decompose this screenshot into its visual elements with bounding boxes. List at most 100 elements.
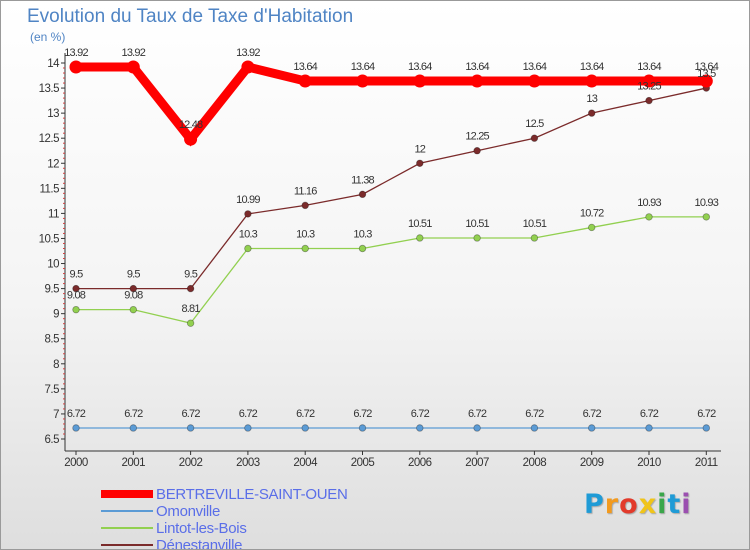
y-tick-label: 11	[48, 208, 59, 220]
data-label: 13.64	[637, 61, 661, 73]
data-point	[702, 424, 710, 432]
data-point	[645, 213, 653, 221]
data-point	[298, 74, 312, 88]
data-point	[645, 424, 653, 432]
legend-swatch	[101, 527, 153, 529]
data-label: 6.72	[583, 408, 602, 420]
data-point	[186, 424, 195, 432]
logo-letter: i	[681, 489, 692, 520]
data-label: 10.3	[296, 228, 315, 240]
y-tick-label: 14	[47, 58, 60, 70]
data-point	[241, 60, 255, 74]
data-point	[702, 213, 710, 221]
data-point	[301, 201, 309, 210]
data-label: 13.64	[408, 61, 432, 73]
data-label: 12.48	[179, 119, 203, 131]
data-point	[588, 109, 596, 117]
y-tick-label: 6.5	[45, 434, 60, 446]
data-point	[244, 424, 252, 432]
data-label: 13.64	[695, 61, 719, 73]
data-point	[72, 424, 80, 432]
x-tick-label: 2008	[523, 457, 547, 469]
logo-letter: i	[657, 489, 668, 520]
series-line	[76, 216, 707, 324]
legend-item: BERTREVILLE-SAINT-OUEN	[101, 486, 431, 503]
y-tick-label: 12	[47, 158, 59, 170]
data-point	[358, 244, 367, 253]
data-point	[244, 210, 252, 218]
legend-item: Dénestanville	[101, 537, 431, 550]
data-label: 8.81	[181, 303, 200, 315]
data-point	[416, 424, 424, 432]
data-label: 6.72	[239, 408, 258, 420]
data-point	[416, 234, 424, 242]
y-tick-label: 13.5	[39, 83, 59, 95]
data-point	[69, 60, 83, 74]
data-label: 10.3	[353, 228, 372, 240]
legend-label: Dénestanville	[156, 537, 243, 550]
legend-swatch	[101, 490, 153, 498]
data-point	[530, 134, 539, 142]
data-label: 13	[586, 93, 597, 105]
data-point	[184, 132, 198, 146]
data-label: 6.72	[697, 408, 716, 420]
data-label: 6.72	[525, 408, 544, 420]
data-label: 11.16	[294, 185, 317, 197]
data-point	[186, 319, 195, 327]
x-tick-label: 2006	[408, 457, 432, 469]
data-label: 10.51	[465, 218, 489, 230]
data-label: 6.72	[67, 408, 86, 420]
data-point	[585, 74, 599, 88]
y-tick-label: 8.5	[45, 334, 60, 346]
data-point	[358, 190, 367, 199]
logo-letter: r	[604, 489, 620, 520]
legend-label: Omonville	[156, 503, 220, 520]
legend: BERTREVILLE-SAINT-OUEN Omonville Lintot-le…	[101, 486, 431, 550]
x-tick-label: 2000	[64, 457, 88, 469]
data-point	[473, 234, 481, 242]
data-label: 13.64	[523, 61, 547, 73]
logo-letter: x	[638, 489, 658, 520]
legend-item: Lintot-les-Bois	[101, 520, 431, 537]
series-line	[76, 87, 707, 290]
data-label: 9.5	[184, 269, 198, 281]
data-label: 13.25	[637, 81, 661, 93]
data-label: 13.92	[236, 47, 260, 59]
x-tick-label: 2009	[580, 457, 604, 469]
x-tick-label: 2004	[293, 457, 318, 469]
y-tick-label: 8	[53, 359, 59, 371]
data-label: 12.25	[465, 131, 489, 143]
x-tick-label: 2007	[465, 457, 489, 469]
data-label: 12.5	[525, 118, 544, 130]
y-tick-label: 10.5	[39, 233, 59, 245]
data-point	[473, 147, 481, 155]
data-label: 6.72	[296, 408, 315, 420]
x-tick-label: 2005	[351, 457, 375, 469]
data-label: 13.64	[351, 61, 375, 73]
data-label: 6.72	[353, 408, 372, 420]
data-point	[642, 74, 656, 88]
data-label: 13.64	[580, 61, 604, 73]
data-label: 10.93	[695, 197, 719, 209]
data-point	[356, 74, 369, 88]
proxiti-logo: Proxiti	[584, 489, 692, 520]
logo-letter: P	[584, 489, 605, 520]
data-point	[301, 244, 309, 253]
data-point	[72, 284, 80, 293]
y-tick-label: 10	[47, 259, 59, 271]
data-point	[413, 74, 427, 88]
data-label: 13.64	[293, 61, 317, 73]
data-point	[645, 96, 653, 105]
data-point	[72, 305, 80, 314]
x-tick-label: 2002	[179, 457, 203, 469]
data-point	[473, 424, 481, 432]
data-point	[699, 74, 713, 88]
data-point	[358, 424, 367, 432]
data-label: 13.5	[697, 68, 716, 80]
legend-swatch	[101, 544, 153, 546]
data-point	[527, 74, 541, 88]
data-label: 6.72	[411, 408, 430, 420]
legend-label: Lintot-les-Bois	[156, 520, 247, 537]
